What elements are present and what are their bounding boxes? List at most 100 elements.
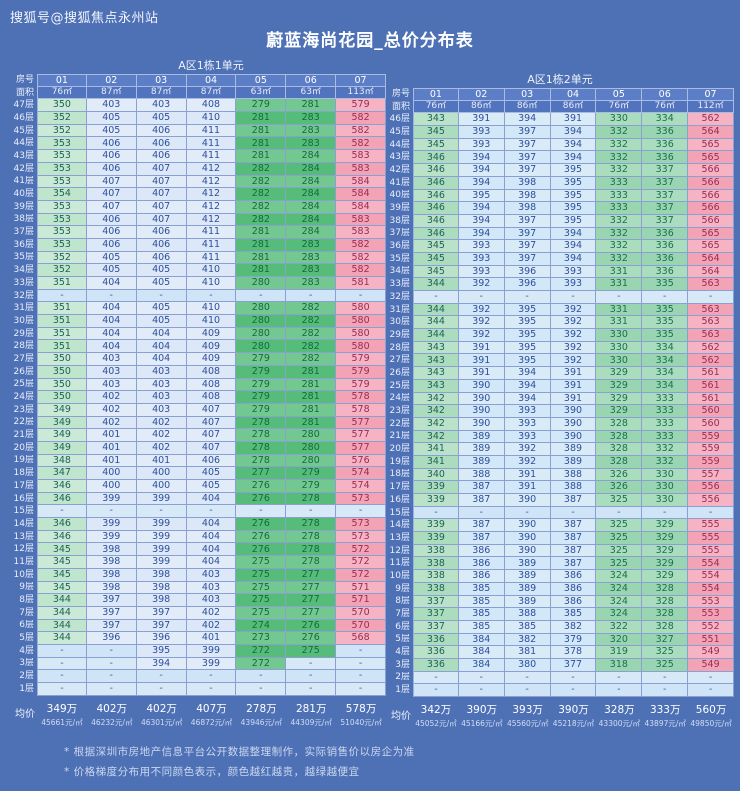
price-cell: 333 — [642, 417, 689, 431]
price-cell: 334 — [642, 367, 689, 380]
price-cell: 336 — [642, 138, 689, 152]
price-cell: 559 — [688, 455, 734, 469]
price-cell: - — [688, 291, 734, 304]
area-cell: 87㎡ — [86, 86, 137, 100]
price-cell: 330 — [596, 354, 643, 368]
price-cell: 389 — [504, 557, 551, 571]
price-cell: - — [504, 506, 551, 520]
price-cell: - — [286, 505, 337, 519]
price-cell: 406 — [136, 226, 187, 239]
price-cell: 390 — [550, 405, 597, 418]
price-cell: 395 — [504, 354, 551, 368]
price-cell: 283 — [286, 124, 337, 138]
price-cell: 389 — [458, 443, 505, 456]
price-cell: 345 — [413, 265, 459, 279]
price-cell: 580 — [336, 302, 386, 316]
price-cell: 387 — [550, 494, 597, 507]
floor-label: 8层 — [19, 595, 34, 606]
price-cell: 579 — [336, 378, 386, 392]
price-cell: 280 — [236, 340, 287, 354]
price-cell: - — [504, 684, 551, 697]
price-cell: 342 — [413, 405, 459, 418]
price-cell: 399 — [136, 543, 187, 557]
room-number-label: 房号 — [391, 88, 410, 99]
price-cell: 353 — [37, 213, 87, 227]
price-cell: 282 — [236, 162, 287, 176]
price-cell: 391 — [550, 367, 597, 380]
price-cell: 278 — [236, 429, 287, 442]
price-cell: 580 — [336, 327, 386, 341]
price-cell: 397 — [504, 164, 551, 177]
price-cell: 283 — [286, 277, 337, 290]
price-cell: 336 — [413, 658, 459, 672]
price-cell: 405 — [136, 112, 187, 125]
price-cell: 331 — [596, 316, 643, 330]
price-cell: 345 — [413, 252, 459, 266]
floor-label: 19层 — [13, 455, 34, 466]
price-cell: 384 — [458, 658, 505, 672]
price-cell: 557 — [688, 468, 734, 482]
price-cell: 410 — [186, 315, 237, 328]
floor-label: 3层 — [19, 658, 34, 669]
price-cell: 394 — [458, 227, 505, 241]
price-cell: 351 — [37, 327, 87, 341]
price-cell: 397 — [504, 252, 551, 266]
price-cell: 325 — [596, 494, 643, 507]
price-cell: - — [413, 291, 459, 304]
price-cell: 329 — [596, 392, 643, 406]
price-cell: 411 — [186, 251, 237, 265]
price-cell: 322 — [596, 620, 643, 634]
floor-label: 45层 — [13, 125, 34, 136]
price-cell: 279 — [236, 99, 287, 113]
floor-label: 40层 — [13, 189, 34, 200]
price-cell: 394 — [136, 657, 187, 671]
price-cell: 397 — [504, 138, 551, 152]
price-cell: 581 — [336, 277, 386, 290]
price-cell: 378 — [550, 646, 597, 659]
price-cell: 398 — [136, 594, 187, 607]
price-cell: 389 — [504, 595, 551, 609]
price-cell: 400 — [136, 467, 187, 480]
price-cell: 346 — [413, 176, 459, 190]
price-cell: 393 — [458, 126, 505, 139]
price-cell: 381 — [504, 646, 551, 659]
price-cell: 345 — [413, 126, 459, 139]
price-cell: 393 — [458, 138, 505, 152]
price-cell: 339 — [413, 532, 459, 545]
price-cell: 349 — [37, 441, 87, 455]
floor-label: 21层 — [389, 431, 410, 442]
footnote-color-legend: * 价格梯度分布用不同颜色表示，颜色越红越贵，越绿越便宜 — [64, 765, 360, 778]
price-cell: 566 — [688, 164, 734, 177]
price-cell: 400 — [136, 480, 187, 493]
price-cell: 393 — [550, 278, 597, 291]
price-cell: 338 — [413, 570, 459, 583]
price-cell: 327 — [642, 633, 689, 647]
price-cell: 572 — [336, 556, 386, 569]
price-cell: 353 — [37, 162, 87, 176]
price-cell: 401 — [186, 632, 237, 645]
average-unit-price: 43946元/㎡ — [240, 717, 283, 727]
price-cell: 380 — [504, 658, 551, 672]
price-cell: 577 — [336, 429, 386, 442]
price-cell: 583 — [336, 162, 386, 176]
floor-label: 27层 — [389, 355, 410, 366]
price-cell: 330 — [596, 341, 643, 355]
price-cell: 384 — [458, 646, 505, 659]
price-cell: 280 — [286, 454, 337, 468]
floor-label: 35层 — [389, 253, 410, 264]
price-cell: - — [37, 657, 87, 671]
price-cell: 393 — [504, 430, 551, 444]
floor-label: 10层 — [389, 570, 410, 581]
price-cell: 407 — [136, 213, 187, 227]
price-cell: 396 — [136, 632, 187, 645]
price-cell: 344 — [413, 316, 459, 330]
price-cell: 278 — [286, 492, 337, 506]
price-cell: 353 — [37, 226, 87, 239]
price-cell: 549 — [688, 658, 734, 672]
price-cell: 385 — [458, 595, 505, 609]
floor-label: 19层 — [389, 456, 410, 467]
average-unit-price: 43300元/㎡ — [598, 719, 641, 728]
price-cell: 392 — [458, 278, 505, 291]
price-cell: 275 — [236, 606, 287, 620]
price-cell: 352 — [37, 124, 87, 138]
